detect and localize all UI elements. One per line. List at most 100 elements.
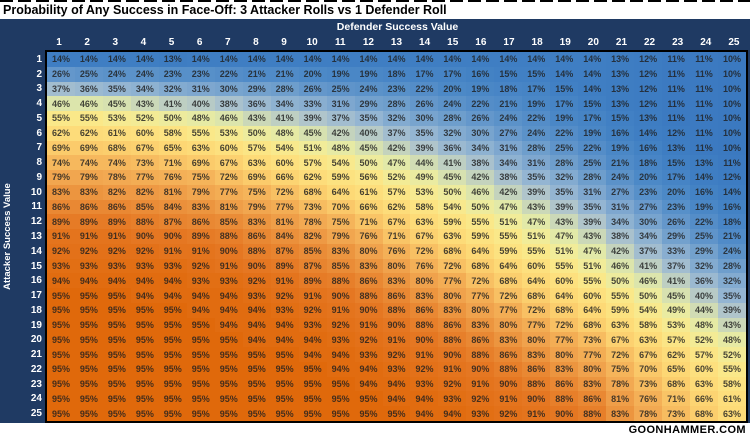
- heatmap-cell: 64%: [550, 288, 579, 303]
- column-header: 3: [112, 37, 119, 48]
- heatmap-cell: 22%: [522, 111, 551, 126]
- heatmap-cell: 18%: [494, 81, 523, 97]
- heatmap-cell: 93%: [158, 258, 187, 274]
- heatmap-cell: 13%: [158, 52, 187, 67]
- heatmap-cell: 41%: [438, 155, 467, 171]
- heatmap-cell: 60%: [214, 140, 243, 156]
- heatmap-cell: 89%: [74, 214, 103, 230]
- heatmap-cell: 94%: [382, 391, 411, 407]
- heatmap-cell: 91%: [186, 243, 215, 259]
- heatmap-cell: 53%: [214, 125, 243, 141]
- heatmap-cell: 17%: [662, 170, 691, 185]
- heatmap-cell: 36%: [242, 96, 271, 112]
- heatmap-cell: 60%: [130, 125, 159, 141]
- heatmap-cell: 95%: [186, 317, 215, 333]
- heatmap-cell: 94%: [102, 273, 131, 289]
- heatmap-cell: 95%: [130, 406, 159, 421]
- heatmap-cell: 36%: [690, 273, 719, 289]
- heatmap-cell: 50%: [606, 273, 635, 289]
- heatmap-cell: 91%: [298, 288, 327, 303]
- heatmap-cell: 13%: [606, 81, 635, 97]
- heatmap-cell: 14%: [47, 52, 75, 67]
- heatmap-cell: 14%: [354, 52, 383, 67]
- heatmap-cell: 59%: [466, 229, 495, 244]
- heatmap-cell: 43%: [130, 96, 159, 112]
- heatmap-cell: 16%: [466, 66, 495, 82]
- heatmap-cell: 39%: [410, 140, 439, 156]
- heatmap-cell: 52%: [690, 332, 719, 348]
- heatmap-cell: 67%: [130, 140, 159, 156]
- heatmap-cell: 91%: [522, 406, 551, 421]
- heatmap-cell: 60%: [578, 288, 607, 303]
- heatmap-cell: 94%: [186, 288, 215, 303]
- heatmap-cell: 83%: [606, 406, 635, 421]
- row-header: 17: [30, 290, 42, 302]
- heatmap-cell: 12%: [634, 96, 663, 112]
- row-header: 18: [30, 304, 42, 316]
- heatmap-cell: 95%: [298, 406, 327, 421]
- heatmap-cell: 58%: [158, 125, 187, 141]
- heatmap-cell: 17%: [438, 66, 467, 82]
- heatmap-cell: 91%: [326, 302, 355, 318]
- heatmap-cell: 22%: [690, 214, 719, 230]
- heatmap-cell: 79%: [242, 199, 271, 215]
- heatmap-cell: 88%: [494, 361, 523, 377]
- heatmap-cell: 47%: [522, 214, 551, 230]
- heatmap-cell: 90%: [466, 361, 495, 377]
- y-axis-title-text: Attacker Success Value: [2, 183, 13, 290]
- heatmap-cell: 72%: [438, 258, 467, 274]
- heatmap-cell: 45%: [298, 125, 327, 141]
- heatmap-cell: 22%: [410, 81, 439, 97]
- heatmap-cell: 78%: [102, 170, 131, 185]
- column-header: 5: [168, 37, 175, 48]
- heatmap-cell: 24%: [522, 125, 551, 141]
- heatmap-cell: 93%: [242, 288, 271, 303]
- x-axis-title: Defender Success Value: [336, 21, 459, 33]
- heatmap-cell: 50%: [242, 125, 271, 141]
- heatmap-cell: 54%: [438, 199, 467, 215]
- row-header: 16: [30, 275, 42, 287]
- heatmap-cell: 95%: [47, 302, 75, 318]
- chart-title: Probability of Any Success in Face-Off: …: [3, 3, 447, 17]
- heatmap-cell: 88%: [214, 229, 243, 244]
- heatmap-cell: 90%: [354, 302, 383, 318]
- heatmap-cell: 78%: [606, 376, 635, 392]
- heatmap-cell: 23%: [662, 199, 691, 215]
- column-header: 12: [362, 37, 374, 48]
- heatmap-cell: 15%: [662, 155, 691, 171]
- heatmap-cell: 70%: [634, 361, 663, 377]
- heatmap-cell: 11%: [690, 81, 719, 97]
- row-header: 7: [36, 142, 42, 154]
- heatmap-cell: 93%: [186, 273, 215, 289]
- heatmap-cell: 95%: [130, 391, 159, 407]
- heatmap-cell: 86%: [186, 214, 215, 230]
- row-header: 19: [30, 319, 42, 331]
- heatmap-cell: 23%: [634, 184, 663, 200]
- heatmap-cell: 73%: [578, 332, 607, 348]
- heatmap-cell: 28%: [270, 81, 299, 97]
- heatmap-cell: 53%: [410, 184, 439, 200]
- heatmap-cell: 14%: [494, 52, 523, 67]
- heatmap-cell: 32%: [438, 125, 467, 141]
- heatmap-cell: 11%: [690, 111, 719, 126]
- heatmap-cell: 95%: [242, 376, 271, 392]
- heatmap-cell: 69%: [186, 155, 215, 171]
- heatmap-cell: 92%: [298, 302, 327, 318]
- column-header: 6: [196, 37, 203, 48]
- heatmap-cell: 86%: [47, 199, 75, 215]
- heatmap-cell: 48%: [186, 111, 215, 126]
- heatmap-cell: 95%: [158, 406, 187, 421]
- heatmap-cell: 76%: [410, 258, 439, 274]
- heatmap-cell: 92%: [47, 243, 75, 259]
- heatmap-cell: 95%: [74, 391, 103, 407]
- heatmap-cell: 81%: [214, 199, 243, 215]
- heatmap-cell: 91%: [410, 347, 439, 362]
- heatmap-cell: 35%: [410, 125, 439, 141]
- heatmap-cell: 31%: [606, 199, 635, 215]
- heatmap-cell: 95%: [102, 391, 131, 407]
- heatmap-cell: 43%: [522, 199, 551, 215]
- heatmap-cell: 51%: [298, 140, 327, 156]
- heatmap-cell: 15%: [550, 81, 579, 97]
- heatmap-cell: 13%: [606, 96, 635, 112]
- heatmap-cell: 29%: [242, 81, 271, 97]
